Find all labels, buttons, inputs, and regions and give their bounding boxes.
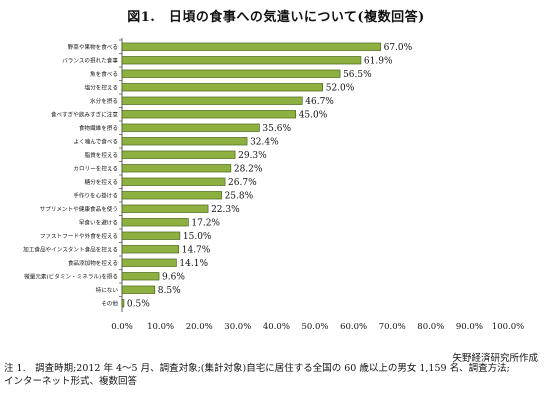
category-label: バランスの摂れた食事 [62, 56, 118, 64]
category-label: 早食いを避ける [79, 218, 118, 226]
bar [121, 272, 160, 281]
value-label: 25.8% [225, 191, 254, 201]
category-label: 食物繊維を摂る [79, 124, 118, 132]
value-label: 61.9% [364, 56, 393, 66]
category-label: 糖分を控える [85, 178, 118, 186]
bar [121, 204, 209, 213]
x-tick-label: 90.0% [456, 322, 483, 332]
category-label: 食べすぎや飲みすぎに注意 [51, 110, 119, 118]
value-label: 67.0% [384, 43, 413, 53]
footnote: 注 1. 調査時期;2012 年 4～5 月、調査対象;(集計対象)自宅に居住す… [4, 362, 549, 388]
value-label: 56.5% [343, 70, 372, 80]
value-label: 46.7% [305, 97, 334, 107]
category-label: 食品添加物を控える [68, 259, 118, 267]
bar [121, 83, 324, 92]
category-label: 塩分を控える [85, 83, 118, 91]
bar [121, 245, 180, 254]
chart-title: 図1. 日頃の食事への気遣いについて(複数回答) [127, 10, 425, 25]
category-label: 微量元素(ビタミン・ミネラル)を摂る [24, 272, 118, 280]
value-label: 14.1% [179, 259, 208, 269]
bar [121, 123, 260, 132]
category-label: 特にない [96, 286, 119, 294]
bar [121, 299, 125, 308]
value-label: 26.7% [228, 178, 257, 188]
bar [121, 56, 362, 65]
category-label: よく噛んで食べる [74, 137, 118, 145]
category-label: 脂質を控える [85, 151, 118, 159]
value-label: 35.6% [262, 124, 291, 134]
bar [121, 177, 226, 186]
value-label: 17.2% [191, 218, 220, 228]
category-label: カロリーを控える [73, 164, 118, 172]
bar [121, 218, 189, 227]
bar [121, 69, 341, 78]
value-label: 8.5% [158, 286, 181, 296]
bar [121, 110, 296, 119]
category-label: 野菜や果物を食べる [68, 43, 118, 51]
source-credit: 矢野経済研究所作成 [452, 353, 538, 364]
x-tick-label: 40.0% [263, 322, 290, 332]
value-label: 28.2% [234, 164, 263, 174]
value-label: 9.6% [162, 272, 185, 282]
footnote-line: インターネット形式、複数回答 [4, 376, 138, 387]
bar [121, 191, 222, 200]
value-label: 22.3% [211, 205, 240, 215]
x-tick-label: 10.0% [147, 322, 174, 332]
bar [121, 285, 156, 294]
x-tick-label: 30.0% [224, 322, 251, 332]
value-label: 32.4% [250, 137, 279, 147]
category-label: ファストフードや外食を控える [40, 232, 118, 240]
bar [121, 150, 236, 159]
footnote-line: 注 1. 調査時期;2012 年 4～5 月、調査対象;(集計対象)自宅に居住す… [4, 363, 510, 374]
x-tick-label: 60.0% [340, 322, 367, 332]
x-tick-label: 20.0% [186, 322, 213, 332]
category-label: 魚を食べる [90, 70, 118, 78]
value-label: 52.0% [326, 83, 355, 93]
value-label: 0.5% [127, 299, 150, 309]
x-tick-label: 70.0% [379, 322, 406, 332]
bar [121, 96, 303, 105]
x-tick-label: 0.0% [111, 322, 133, 332]
bar [121, 258, 177, 267]
x-tick-label: 100.0% [492, 322, 524, 332]
bar [121, 137, 248, 146]
category-label: 加工食品やインスタント食品を控える [23, 245, 118, 253]
bar [121, 164, 232, 173]
bar [121, 231, 181, 240]
category-label: サプリメントや健康食品を使う [40, 205, 118, 213]
bar [121, 42, 381, 51]
category-label: 手作りを心掛ける [73, 191, 118, 199]
value-label: 45.0% [299, 110, 328, 120]
category-label: 水分を摂る [90, 97, 118, 105]
x-tick-label: 80.0% [417, 322, 444, 332]
value-label: 15.0% [183, 232, 212, 242]
x-tick-label: 50.0% [301, 322, 328, 332]
value-label: 29.3% [238, 151, 267, 161]
value-label: 14.7% [182, 245, 211, 255]
category-label: その他 [101, 299, 118, 307]
